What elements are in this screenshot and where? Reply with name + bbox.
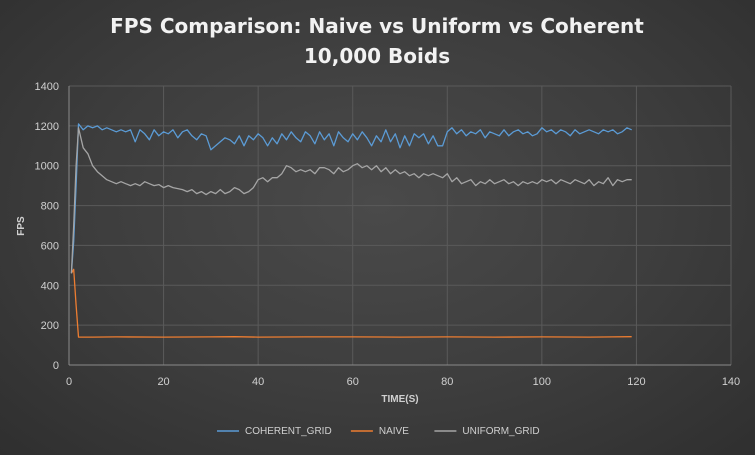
chart-title-line-2: 10,000 Boids bbox=[304, 44, 450, 68]
x-tick-label: 20 bbox=[157, 376, 169, 388]
data-series bbox=[70, 123, 632, 338]
y-axis-title: FPS bbox=[16, 216, 27, 236]
x-tick-label: 140 bbox=[722, 376, 740, 388]
axes bbox=[68, 86, 731, 366]
x-tick-label: 80 bbox=[441, 376, 453, 388]
y-tick-label: 400 bbox=[41, 280, 59, 292]
y-tick-label: 800 bbox=[41, 201, 59, 213]
legend: COHERENT_GRID NAIVE UNIFORM_GRID bbox=[217, 426, 540, 437]
legend-item-uniform-grid: UNIFORM_GRID bbox=[434, 426, 540, 437]
x-tick-label: 100 bbox=[533, 376, 551, 388]
legend-item-naive: NAIVE bbox=[350, 426, 409, 437]
x-axis-title: TIME(S) bbox=[381, 394, 418, 405]
chart-title-line-1: FPS Comparison: Naive vs Uniform vs Cohe… bbox=[110, 14, 644, 38]
gridlines bbox=[69, 85, 732, 365]
legend-item-coherent-grid: COHERENT_GRID bbox=[217, 426, 332, 437]
x-tick-label: 60 bbox=[347, 376, 359, 388]
series-line-naive bbox=[70, 268, 632, 338]
legend-label: UNIFORM_GRID bbox=[462, 426, 539, 437]
tick-labels: 0 200 400 600 800 1000 1200 1400 0 20 40 60 80 100 120… bbox=[35, 81, 741, 388]
series-line-coherent-grid bbox=[70, 123, 632, 274]
y-tick-label: 0 bbox=[53, 360, 59, 372]
legend-label: NAIVE bbox=[379, 426, 409, 437]
legend-label: COHERENT_GRID bbox=[245, 426, 332, 437]
y-tick-label: 600 bbox=[41, 240, 59, 252]
y-tick-label: 200 bbox=[41, 320, 59, 332]
y-tick-label: 1400 bbox=[35, 81, 59, 93]
series-line-uniform-grid bbox=[70, 127, 632, 274]
x-tick-label: 120 bbox=[627, 376, 645, 388]
x-tick-label: 40 bbox=[252, 376, 264, 388]
y-tick-label: 1200 bbox=[35, 121, 59, 133]
x-tick-label: 0 bbox=[66, 376, 72, 388]
y-tick-label: 1000 bbox=[35, 161, 59, 173]
